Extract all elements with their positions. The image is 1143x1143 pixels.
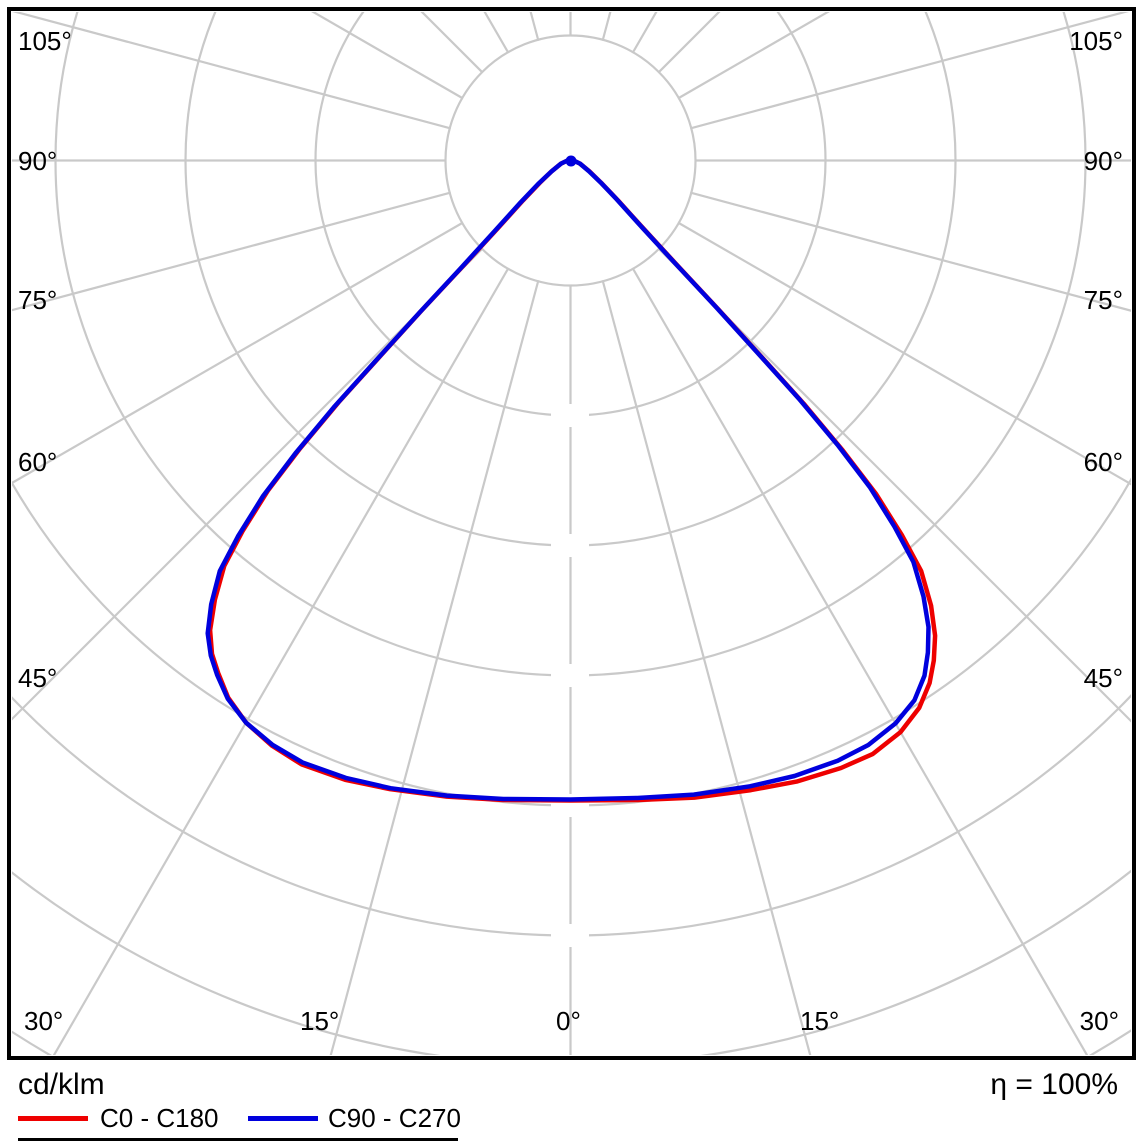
unit-label: cd/klm [18, 1068, 105, 1101]
angle-label-bottom-30-right: 30° [1079, 1006, 1119, 1036]
polar-plot [7, 7, 1136, 1060]
angle-label-left-60: 60° [18, 447, 58, 477]
angle-label-left-90: 90° [18, 146, 58, 176]
grid-ray [677, 221, 1131, 486]
angle-label-right-75: 75° [1083, 285, 1123, 315]
center-point [565, 155, 577, 167]
legend-label-c90-c270: C90 - C270 [328, 1103, 461, 1133]
curve-c90-c270 [205, 158, 931, 802]
curve-c0-c180 [207, 158, 938, 803]
legend-underline [18, 1138, 458, 1141]
grid-ray [631, 267, 1089, 1055]
radial-tick-blank [551, 534, 589, 557]
grid-ray [12, 247, 484, 721]
grid-ray [12, 191, 452, 312]
grid-ray [601, 12, 612, 42]
angle-label-left-45: 45° [18, 663, 58, 693]
grid-ray [12, 12, 452, 130]
angle-label-bottom-15-right: 15° [800, 1006, 840, 1036]
radial-tick-blank [551, 664, 589, 687]
legend-label-c0-c180: C0 - C180 [100, 1103, 219, 1133]
grid-ray [329, 279, 540, 1055]
grid-ray [689, 191, 1131, 312]
polar-grid [12, 12, 1131, 1055]
plot-border [7, 7, 1136, 1060]
legend-swatch-c0-c180 [18, 1116, 88, 1121]
grid-ray [529, 12, 540, 42]
radial-tick-blank [551, 404, 589, 427]
angle-label-left-75: 75° [18, 285, 58, 315]
grid-ray [657, 247, 1131, 723]
radial-tick-blank [551, 924, 589, 947]
grid-ray [52, 267, 510, 1055]
angle-label-right-105: 105° [1069, 26, 1123, 56]
angle-label-right-90: 90° [1083, 146, 1123, 176]
angle-label-bottom-30-left: 30° [24, 1006, 64, 1036]
grid-ray [689, 12, 1129, 130]
legend-swatch-c90-c270 [248, 1116, 318, 1121]
grid-ray [601, 279, 812, 1055]
angle-label-left-105: 105° [18, 26, 72, 56]
angle-label-bottom-15-left: 15° [300, 1006, 340, 1036]
angle-label-right-45: 45° [1083, 663, 1123, 693]
angle-label-right-60: 60° [1083, 447, 1123, 477]
efficiency-label: η = 100% [990, 1068, 1118, 1101]
angle-label-bottom-0: 0° [556, 1006, 581, 1036]
grid-ray [12, 221, 464, 485]
